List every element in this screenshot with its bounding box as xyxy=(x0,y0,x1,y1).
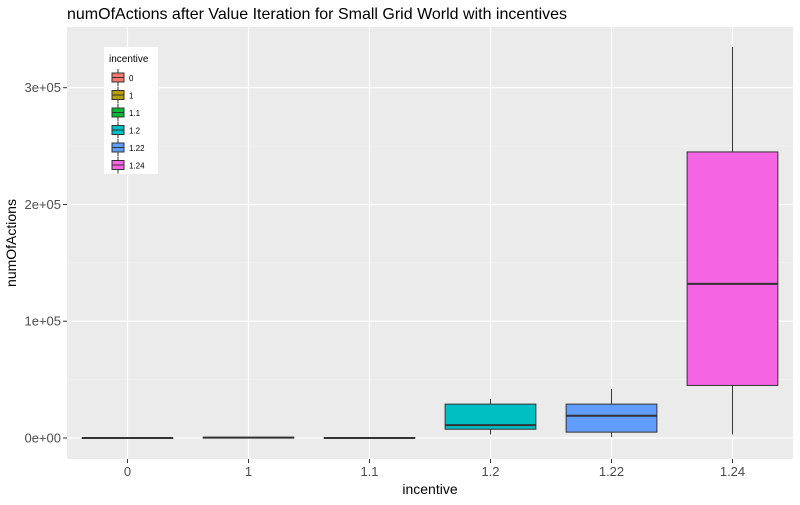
box-1.2 xyxy=(444,398,537,435)
y-tick-label: 3e+05 xyxy=(24,80,61,95)
legend-label: 1.1 xyxy=(129,109,141,118)
legend-key-1.2 xyxy=(111,121,125,139)
x-tick-label: 1.2 xyxy=(481,464,499,479)
legend-key-0 xyxy=(111,69,125,86)
legend-title: incentive xyxy=(109,54,149,65)
legend-key-1 xyxy=(111,86,125,104)
legend-key-1.22 xyxy=(111,139,125,156)
y-axis-label: numOfActions xyxy=(3,199,19,287)
box-1.24 xyxy=(686,46,779,435)
y-axis: 0e+00 1e+05 2e+05 3e+05 xyxy=(24,80,67,445)
x-tick-label: 1.24 xyxy=(720,464,745,479)
x-tick-label: 1.22 xyxy=(599,464,624,479)
legend-label: 1.24 xyxy=(129,162,145,171)
box-1 xyxy=(202,436,295,439)
x-axis-label: incentive xyxy=(402,481,457,497)
box-1.22 xyxy=(565,388,658,437)
legend: incentive 0 1 1.1 1.2 1.22 1.24 xyxy=(104,47,158,174)
x-tick-label: 0 xyxy=(124,464,131,479)
legend-key-1.24 xyxy=(111,156,125,174)
legend-label: 0 xyxy=(129,74,134,83)
box-1.1 xyxy=(323,436,416,439)
legend-label: 1 xyxy=(129,92,134,101)
y-tick-label: 0e+00 xyxy=(24,430,61,445)
legend-key-1.1 xyxy=(111,104,125,121)
legend-label: 1.22 xyxy=(129,144,145,153)
boxes-layer xyxy=(81,46,779,439)
box-body xyxy=(565,403,658,433)
x-tick-label: 1.1 xyxy=(360,464,378,479)
chart-title: numOfActions after Value Iteration for S… xyxy=(67,6,567,23)
box-body xyxy=(686,151,779,386)
y-tick-label: 1e+05 xyxy=(24,314,61,329)
box-0 xyxy=(81,436,174,439)
legend-label: 1.2 xyxy=(129,127,141,136)
plot-panel xyxy=(67,27,793,459)
x-tick-label: 1 xyxy=(245,464,252,479)
x-axis: 0 1 1.1 1.2 1.22 1.24 xyxy=(124,459,745,479)
y-tick-label: 2e+05 xyxy=(24,197,61,212)
